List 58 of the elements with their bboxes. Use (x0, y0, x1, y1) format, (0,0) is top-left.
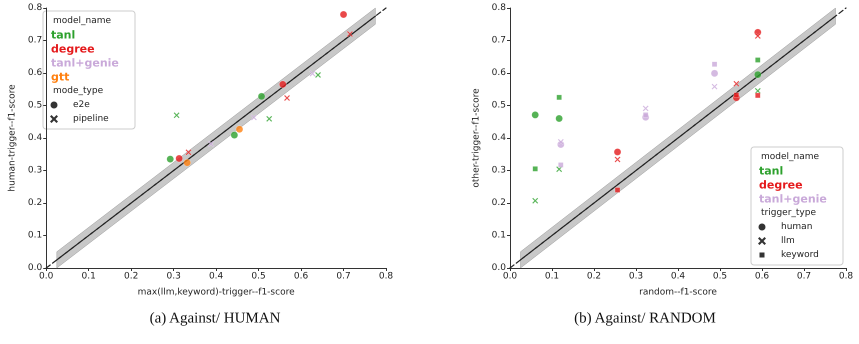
legend-title: model_name (761, 152, 820, 162)
x-axis-title: max(llm,keyword)-trigger--f1-score (138, 288, 296, 298)
y-tick-label: 0.7 (28, 36, 42, 46)
y-axis-title: human-trigger--f1-score (8, 84, 18, 192)
annotation: llm (781, 236, 795, 246)
y-tick-label: 0.0 (28, 263, 42, 273)
text: degree (759, 178, 803, 192)
x-tick-label: 0.5 (251, 272, 266, 282)
text: (a) Against/ HUMAN (150, 310, 281, 326)
y-tick-label: 0.6 (28, 68, 42, 78)
x-tick-label: 0.6 (754, 272, 770, 282)
x-axis-title: random--f1-score (639, 288, 718, 298)
y-tick-label: 0.0 (492, 263, 506, 273)
text: degree (51, 42, 95, 56)
x-tick-label: 0.7 (796, 272, 812, 282)
annotation: mode_type (53, 86, 104, 96)
y-tick-label: 0.4 (28, 133, 42, 143)
annotation: trigger_type (761, 208, 816, 218)
annotation: pipeline (73, 114, 110, 124)
x-tick-label: 0.1 (544, 272, 560, 282)
annotation: keyword (781, 250, 819, 260)
annotation: human (781, 222, 812, 232)
y-tick-label: 0.8 (492, 3, 506, 13)
x-tick-label: 0.2 (124, 272, 138, 282)
x-tick-label: 0.4 (208, 272, 224, 282)
x-tick-label: 0.3 (628, 272, 644, 282)
x-tick-label: 0.8 (378, 272, 394, 282)
x-tick-label: 0.6 (294, 272, 308, 282)
y-tick-label: 0.3 (28, 166, 42, 176)
x-tick-label: 0.0 (39, 272, 54, 282)
y-tick-label: 0.6 (492, 68, 506, 78)
text: tanl+genie (759, 192, 827, 206)
x-tick-label: 0.8 (838, 272, 854, 282)
legend-title: model_name (53, 16, 112, 26)
x-tick-label: 0.3 (166, 272, 181, 282)
text: (b) Against/ RANDOM (574, 310, 716, 326)
y-tick-label: 0.7 (492, 36, 506, 46)
y-axis-title: other-trigger--f1-score (471, 88, 482, 188)
text: tanl+genie (51, 56, 119, 70)
y-tick-label: 0.2 (28, 198, 42, 208)
x-tick-label: 0.2 (586, 272, 602, 282)
x-tick-label: 0.5 (712, 272, 728, 282)
x-tick-label: 0.7 (336, 272, 351, 282)
text: tanl (51, 28, 76, 42)
y-tick-label: 0.8 (28, 3, 42, 13)
y-tick-label: 0.1 (492, 230, 506, 240)
x-tick-label: 0.4 (670, 272, 686, 282)
y-tick-label: 0.2 (492, 198, 506, 208)
x-tick-label: 0.0 (502, 272, 518, 282)
y-tick-label: 0.1 (28, 230, 42, 240)
y-tick-label: 0.5 (492, 100, 506, 110)
y-tick-label: 0.4 (492, 133, 506, 143)
text: tanl (759, 164, 784, 178)
y-tick-label: 0.3 (492, 166, 506, 176)
annotation: e2e (73, 100, 90, 110)
x-tick-label: 0.1 (82, 272, 96, 282)
text: gtt (51, 70, 70, 84)
y-tick-label: 0.5 (28, 100, 42, 110)
